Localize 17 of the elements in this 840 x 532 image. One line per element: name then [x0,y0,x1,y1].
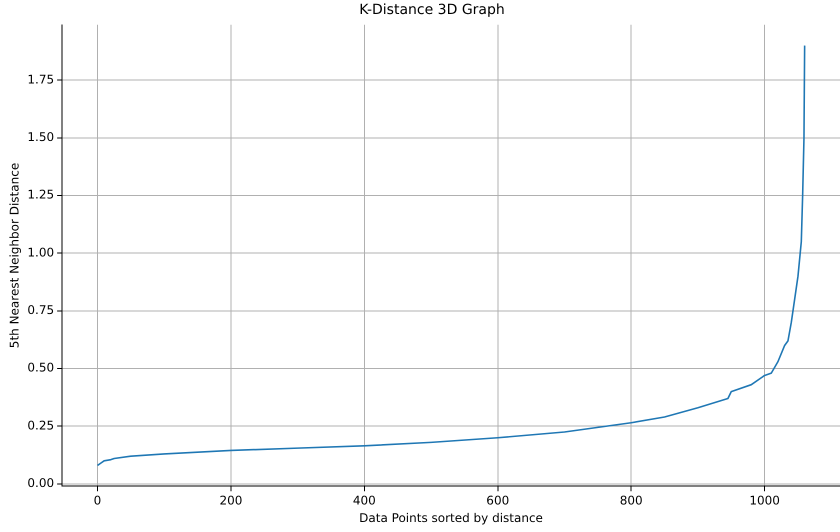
y-tick-label: 1.25 [27,188,54,202]
x-tick-label: 200 [219,494,242,508]
y-axis-title: 5th Nearest Neighbor Distance [7,162,22,348]
y-tick-label: 0.25 [27,418,54,432]
x-tick-label: 400 [352,494,376,508]
y-tick-label: 0.00 [27,476,54,490]
y-tick-label: 1.50 [27,130,54,144]
y-tick-label: 1.75 [27,72,54,86]
y-tick-label: 0.75 [27,302,54,317]
x-tick-label: 0 [94,494,102,508]
x-tick-label: 1000 [749,494,780,508]
x-tick-label: 600 [486,494,510,508]
x-axis-title: Data Points sorted by distance [359,510,543,525]
chart-title: K-Distance 3D Graph [359,2,505,18]
y-tick-label: 0.50 [27,360,54,375]
x-tick-label: 800 [620,494,643,508]
y-tick-label: 1.00 [27,245,54,260]
